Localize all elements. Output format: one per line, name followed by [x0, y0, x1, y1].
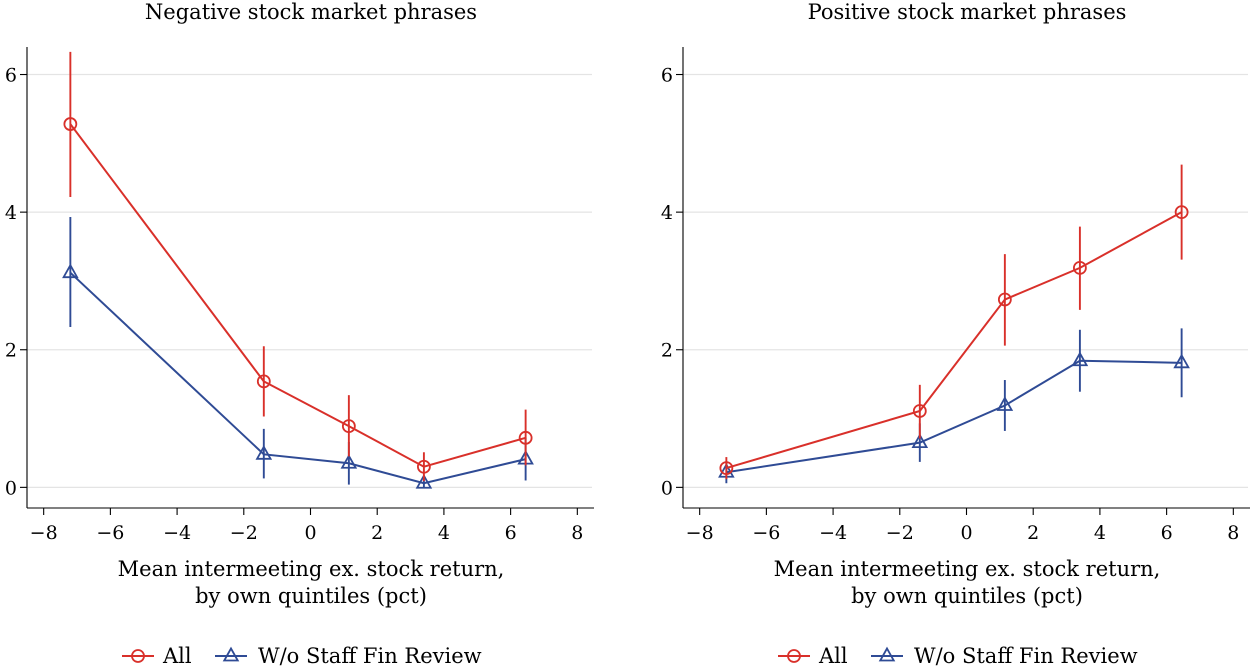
y-tick-label: 4 [661, 202, 673, 224]
x-tick-label: 2 [1027, 522, 1039, 544]
x-tick-label: 8 [1227, 522, 1239, 544]
plot-area: 0 2 4 6 −8 −6 −4 −2 0 2 4 6 8 [5, 47, 594, 544]
legend-label-wo: W/o Staff Fin Review [914, 644, 1138, 666]
legend: All W/o Staff Fin Review [778, 644, 1138, 666]
series-line [726, 211, 1183, 470]
x-tick-label: −4 [819, 522, 847, 544]
data-point [340, 453, 358, 469]
x-tick-label: 6 [505, 522, 517, 544]
data-point [416, 459, 431, 474]
data-point [255, 444, 273, 460]
x-tick-label: −6 [96, 522, 124, 544]
data-point [1073, 260, 1087, 275]
legend-marker [131, 649, 145, 663]
data-point [996, 396, 1014, 411]
data-point [912, 404, 927, 418]
y-tick-label: 0 [661, 477, 673, 499]
series-wo [62, 216, 534, 489]
x-tick-label: −2 [886, 522, 914, 544]
x-tick-label: −6 [752, 522, 780, 544]
y-tick-label: 4 [5, 202, 17, 224]
data-point [63, 117, 78, 131]
series-wo [718, 328, 1190, 484]
legend-symbol-all [778, 649, 810, 663]
x-axis-label-line1: Mean intermeeting ex. stock return, [774, 557, 1161, 581]
data-point [911, 433, 929, 449]
y-tick-label: 6 [5, 65, 17, 87]
x-tick-label: 0 [960, 522, 972, 544]
series-all [63, 51, 533, 482]
panel-negative: 0 2 4 6 −8 −6 −4 −2 0 2 4 6 8 Negative stock market … [5, 0, 594, 666]
data-point [1173, 353, 1190, 369]
legend-symbol-wo [215, 646, 247, 662]
data-point [1071, 351, 1089, 367]
legend-marker [787, 649, 801, 663]
legend-symbol-all [122, 649, 154, 663]
panel-title: Positive stock market phrases [808, 0, 1127, 24]
panel-title: Negative stock market phrases [145, 0, 477, 24]
y-tick-label: 6 [661, 65, 673, 87]
data-point [1174, 205, 1189, 220]
y-tick-label: 0 [5, 477, 17, 499]
data-point [415, 473, 433, 489]
legend-marker [878, 646, 896, 662]
data-point [62, 263, 79, 279]
x-tick-label: −2 [230, 522, 258, 544]
x-tick-label: −8 [686, 522, 714, 544]
data-point [341, 419, 356, 434]
legend-label-all: All [162, 644, 192, 666]
plot-area: 0 2 4 6 −8 −6 −4 −2 0 2 4 6 8 [661, 47, 1250, 544]
x-axis-label-line2: by own quintiles (pct) [851, 584, 1083, 608]
x-tick-label: 4 [1094, 522, 1106, 544]
legend-marker [222, 646, 240, 662]
y-tick-label: 2 [661, 340, 673, 362]
series-line [69, 123, 526, 468]
x-tick-label: 0 [304, 522, 316, 544]
panel-positive: 0 2 4 6 −8 −6 −4 −2 0 2 4 6 8 Positive stock market … [661, 0, 1250, 666]
data-point [719, 461, 734, 475]
legend-label-all: All [818, 644, 848, 666]
data-point [256, 374, 271, 389]
x-tick-label: −4 [163, 522, 191, 544]
x-tick-label: 6 [1161, 522, 1173, 544]
x-tick-label: 4 [438, 522, 450, 544]
legend-label-wo: W/o Staff Fin Review [258, 644, 482, 666]
y-tick-label: 2 [5, 340, 17, 362]
x-tick-label: 2 [371, 522, 383, 544]
series-line [69, 271, 526, 485]
series-all [719, 164, 1189, 480]
x-tick-label: 8 [571, 522, 583, 544]
series-line [726, 359, 1182, 474]
x-tick-label: −8 [30, 522, 58, 544]
legend-symbol-wo [871, 646, 903, 662]
x-axis-label-line1: Mean intermeeting ex. stock return, [118, 557, 505, 581]
legend: All W/o Staff Fin Review [122, 644, 482, 666]
x-axis-label-line2: by own quintiles (pct) [195, 584, 427, 608]
data-point [518, 430, 533, 445]
data-point [997, 292, 1012, 307]
